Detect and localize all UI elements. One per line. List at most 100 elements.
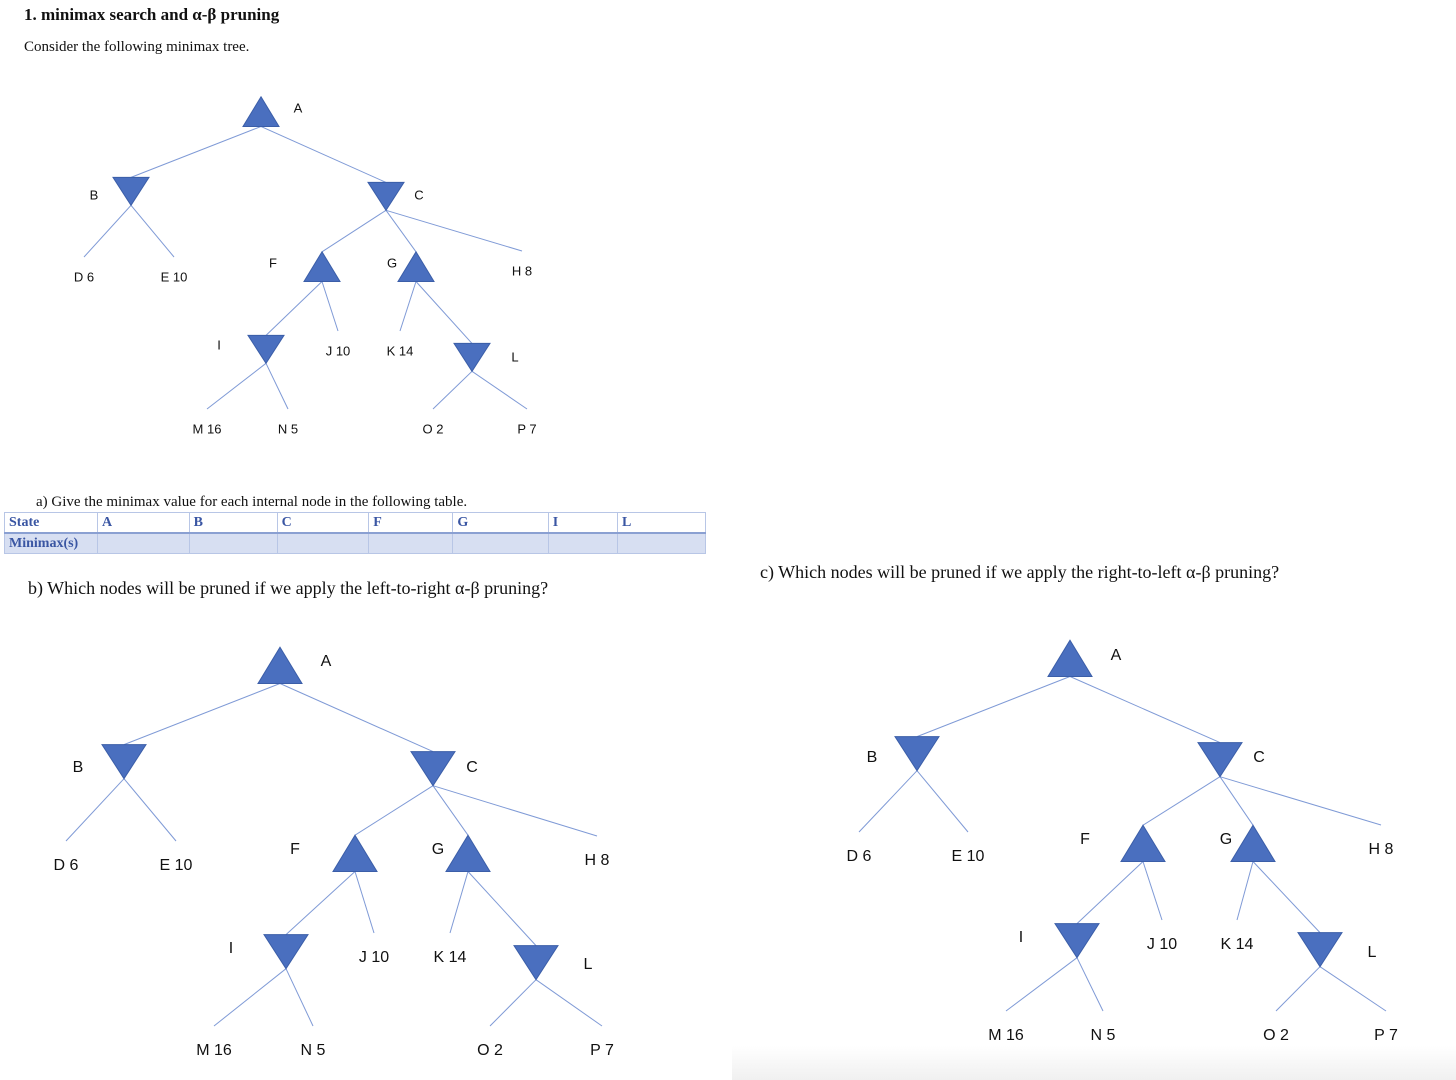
node-label-A: A bbox=[321, 653, 332, 670]
tree-edge-G-L bbox=[415, 281, 473, 344]
part-a-prompt: a) Give the minimax value for each inter… bbox=[36, 494, 468, 510]
tree-edge-A-C bbox=[260, 126, 387, 183]
tree-edge-C-H bbox=[385, 209, 523, 252]
table-value-row: Minimax(s) bbox=[4, 532, 706, 554]
min-node-triangle-down-icon-L bbox=[513, 945, 559, 981]
node-label-D: D 6 bbox=[74, 270, 94, 285]
tree-right-to-left: A B C D 6 E 10 F G H 8 I J 10 K 14 L M 16 N 5 O 2 P 7 bbox=[847, 639, 1398, 1044]
tree-edge-B-E bbox=[916, 770, 969, 833]
tree-edge-A-B bbox=[916, 676, 1071, 738]
tree-edge-L-P bbox=[471, 370, 528, 410]
tree-edge-L-O bbox=[489, 979, 537, 1027]
tree-edge-G-L bbox=[467, 871, 537, 946]
tree-edge-I-N bbox=[1076, 957, 1104, 1012]
table-header-row: State A B C F G I L bbox=[4, 512, 706, 534]
min-node-triangle-down-icon-C bbox=[410, 751, 456, 787]
intro-text: Consider the following minimax tree. bbox=[24, 39, 250, 55]
tree-edge-B-D bbox=[83, 204, 132, 258]
part-b-prompt: b) Which nodes will be pruned if we appl… bbox=[28, 578, 549, 598]
tree-edge-F-I bbox=[285, 871, 356, 935]
node-label-L: L bbox=[511, 350, 518, 365]
value-cell-B[interactable] bbox=[188, 532, 278, 554]
node-label-B: B bbox=[90, 188, 99, 203]
node-label-F: F bbox=[290, 841, 300, 858]
tree-edge-L-O bbox=[1275, 966, 1321, 1012]
max-node-triangle-up-icon-A bbox=[257, 646, 303, 684]
node-label-F: F bbox=[269, 256, 277, 271]
node-label-G: G bbox=[1220, 831, 1232, 848]
table-cell: L bbox=[617, 512, 706, 534]
value-cell-C[interactable] bbox=[276, 532, 370, 554]
node-label-H: H 8 bbox=[512, 264, 532, 279]
node-label-I: I bbox=[217, 338, 221, 353]
tree-edge-C-F bbox=[1142, 776, 1221, 826]
value-cell-I[interactable] bbox=[547, 532, 619, 554]
node-label-H: H 8 bbox=[1369, 841, 1394, 858]
tree-edge-F-J bbox=[354, 871, 375, 934]
node-label-D: D 6 bbox=[847, 848, 872, 865]
tree-edge-F-I bbox=[265, 281, 323, 336]
max-node-triangle-up-icon-A bbox=[1047, 639, 1093, 677]
tree-main: A B C D 6 E 10 F G H 8 I J 10 K 14 L M 16 N 5 O 2 P 7 bbox=[74, 95, 537, 437]
tree-edge-C-G bbox=[432, 785, 469, 836]
node-label-N: N 5 bbox=[301, 1042, 326, 1059]
table-cell: B bbox=[188, 512, 278, 534]
part-c-prompt: c) Which nodes will be pruned if we appl… bbox=[760, 562, 1280, 582]
tree-edge-A-C bbox=[1069, 676, 1221, 744]
tree-edge-I-N bbox=[285, 968, 314, 1027]
max-node-triangle-up-icon-A bbox=[242, 95, 280, 127]
min-node-triangle-down-icon-C bbox=[367, 181, 405, 212]
value-cell-L[interactable] bbox=[617, 532, 706, 554]
node-label-P: P 7 bbox=[517, 422, 536, 437]
node-label-L: L bbox=[1368, 944, 1377, 961]
tree-edge-G-K bbox=[449, 871, 469, 934]
node-label-K: K 14 bbox=[387, 344, 414, 359]
node-label-J: J 10 bbox=[359, 949, 389, 966]
max-node-triangle-up-icon-F bbox=[1120, 824, 1166, 862]
node-label-B: B bbox=[867, 749, 878, 766]
table-cell: State bbox=[4, 512, 98, 534]
tree-edge-A-B bbox=[130, 126, 262, 178]
node-label-O: O 2 bbox=[1263, 1027, 1289, 1044]
tree-edge-C-H bbox=[432, 785, 598, 837]
minimax-table: State A B C F G I L Minimax(s) bbox=[4, 512, 706, 554]
node-label-J: J 10 bbox=[326, 344, 351, 359]
tree-edge-L-O bbox=[432, 370, 473, 410]
value-cell-A[interactable] bbox=[97, 532, 190, 554]
tree-edge-C-F bbox=[354, 785, 434, 836]
node-label-N: N 5 bbox=[1091, 1027, 1116, 1044]
tree-edge-F-J bbox=[321, 281, 339, 332]
max-node-triangle-up-icon-F bbox=[332, 834, 378, 872]
node-label-I: I bbox=[1019, 929, 1023, 946]
node-label-E: E 10 bbox=[161, 270, 188, 285]
min-node-triangle-down-icon-L bbox=[1297, 932, 1343, 968]
tree-edge-G-K bbox=[399, 281, 417, 332]
tree-edge-I-N bbox=[265, 363, 289, 410]
page-edge-shadow bbox=[732, 1046, 1456, 1080]
tree-edge-G-K bbox=[1236, 861, 1254, 921]
value-cell-G[interactable] bbox=[452, 532, 549, 554]
tree-edge-B-D bbox=[858, 770, 918, 833]
max-node-triangle-up-icon-G bbox=[445, 834, 491, 872]
value-cell-F[interactable] bbox=[368, 532, 454, 554]
table-cell: G bbox=[452, 512, 549, 534]
node-label-M: M 16 bbox=[193, 422, 222, 437]
node-label-M: M 16 bbox=[988, 1027, 1024, 1044]
min-node-triangle-down-icon-I bbox=[263, 934, 309, 970]
tree-edge-L-P bbox=[1319, 966, 1387, 1012]
tree-edge-G-L bbox=[1252, 861, 1321, 933]
node-label-F: F bbox=[1080, 831, 1090, 848]
tree-edge-B-E bbox=[123, 778, 177, 842]
max-node-triangle-up-icon-G bbox=[1230, 824, 1276, 862]
node-label-A: A bbox=[1111, 647, 1122, 664]
node-label-B: B bbox=[73, 759, 84, 776]
node-label-A: A bbox=[294, 101, 303, 116]
node-label-N: N 5 bbox=[278, 422, 298, 437]
node-label-G: G bbox=[432, 841, 444, 858]
tree-edge-A-C bbox=[279, 683, 434, 753]
node-label-C: C bbox=[1253, 749, 1265, 766]
node-label-J: J 10 bbox=[1147, 936, 1177, 953]
node-label-E: E 10 bbox=[160, 857, 193, 874]
node-label-M: M 16 bbox=[196, 1042, 232, 1059]
tree-edge-A-B bbox=[123, 683, 281, 746]
